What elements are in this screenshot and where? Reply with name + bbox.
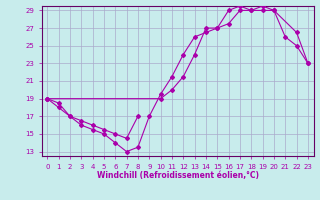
X-axis label: Windchill (Refroidissement éolien,°C): Windchill (Refroidissement éolien,°C) — [97, 171, 259, 180]
